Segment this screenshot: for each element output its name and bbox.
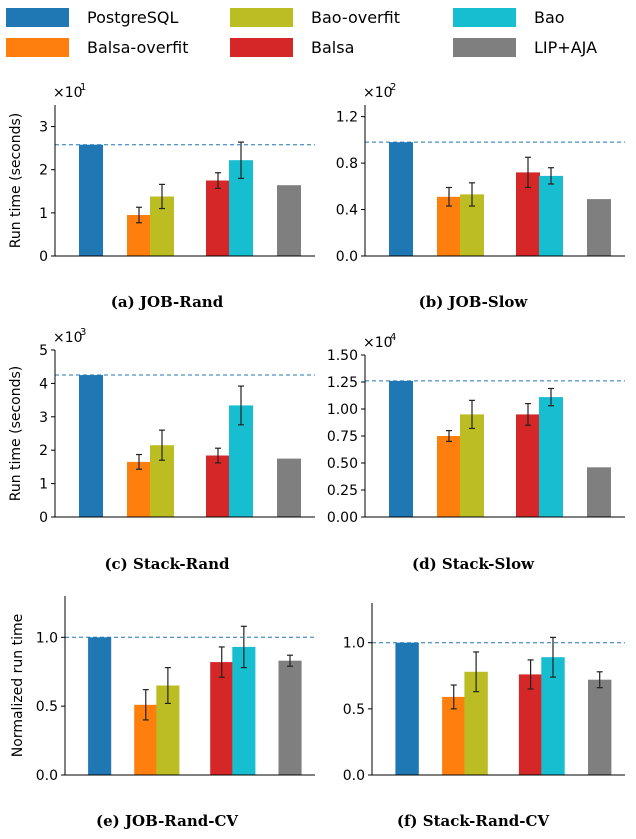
panel-6-ytick-label: 0.0 <box>343 768 365 784</box>
panel-5-ytick-label: 0.0 <box>36 768 58 784</box>
panel-6-bar-lip-aja <box>588 679 612 775</box>
panel-4-bar-bao <box>539 397 563 517</box>
panel-2-ytick-label: 1.2 <box>336 110 358 126</box>
panel-5-bar-balsa-overfit <box>134 704 158 775</box>
panel-6-ytick-label: 1.0 <box>343 636 365 652</box>
panel-2-bar-balsa-overfit <box>437 196 461 256</box>
panel-2-bar-postgresql <box>389 142 413 256</box>
panel-6-bar-balsa-overfit <box>442 696 466 775</box>
legend-swatch-lip-aja <box>453 37 516 57</box>
panel-4-bar-lip-aja <box>587 467 611 517</box>
panel-3-bar-balsa <box>206 455 230 517</box>
legend-label-balsa-overfit: Balsa-overfit <box>87 37 189 57</box>
legend-item-balsa-overfit: Balsa-overfit <box>6 36 188 58</box>
legend-swatch-postgresql <box>6 7 69 27</box>
panel-5-bar-bao-overfit <box>156 685 180 775</box>
legend-item-bao: Bao <box>453 6 565 28</box>
panel-1-ytick-label: 3 <box>39 120 48 136</box>
panel-4-ytick-label: 1.25 <box>327 375 358 391</box>
legend-item-bao-overfit: Bao-overfit <box>230 6 400 28</box>
panel-5-bar-postgresql <box>88 637 112 775</box>
panel-6-bar-bao <box>541 657 565 775</box>
panel-1-ytick-label: 2 <box>39 163 48 179</box>
panel-4-ytick-label: 0.00 <box>327 510 358 526</box>
caption-job-slow: (b) JOB-Slow <box>418 293 528 311</box>
legend-label-postgresql: PostgreSQL <box>87 7 179 27</box>
panel-6-bar-balsa <box>518 674 543 775</box>
panel-5-ylabel: Normalized run time <box>10 614 26 757</box>
panel-3-ytick-label: 2 <box>39 443 48 459</box>
legend-swatch-balsa <box>230 37 293 57</box>
panel-2-bar-bao <box>539 175 563 256</box>
legend-swatch-bao-overfit <box>230 7 293 27</box>
panel-1-ytick-label: 1 <box>39 206 48 222</box>
panel-4-ytick-label: 0.25 <box>327 483 358 499</box>
legend: PostgreSQL Bao-overfit Bao Balsa-overfit… <box>0 0 636 68</box>
panel-3-bar-postgresql <box>79 375 103 517</box>
legend-swatch-balsa-overfit <box>6 37 69 57</box>
panel-2-ytick-label: 0.4 <box>336 203 358 219</box>
panel-3-multiplier: ×10 <box>53 330 83 346</box>
panel-3-ytick-label: 3 <box>39 410 48 426</box>
panel-3-bar-lip-aja <box>277 458 301 517</box>
legend-item-postgresql: PostgreSQL <box>6 6 178 28</box>
panel-2-bar-lip-aja <box>587 199 611 256</box>
panel-4-ytick-label: 0.50 <box>327 456 358 472</box>
panel-5-bar-bao <box>232 646 256 775</box>
legend-label-bao-overfit: Bao-overfit <box>311 7 400 27</box>
panel-5-bar-balsa <box>210 662 234 775</box>
legend-swatch-bao <box>453 7 516 27</box>
caption-job-rand-cv: (e) JOB-Rand-CV <box>95 812 239 830</box>
panel-2-ytick-label: 0.8 <box>336 156 358 172</box>
caption-job-rand: (a) JOB-Rand <box>110 293 224 311</box>
panel-4-bar-postgresql <box>389 380 413 517</box>
panel-3-multiplier-exponent: 3 <box>80 327 86 338</box>
panel-5-ytick-label: 0.5 <box>36 699 58 715</box>
panel-4-multiplier: ×10 <box>363 335 393 351</box>
panel-3-ylabel: Run time (seconds) <box>8 366 24 502</box>
panel-4-ytick-label: 1.50 <box>327 348 358 364</box>
panel-3-ytick-label: 5 <box>39 343 48 359</box>
legend-label-lip-aja: LIP+AJA <box>534 37 598 57</box>
caption-stack-rand-cv: (f) Stack-Rand-CV <box>396 812 550 830</box>
panel-4-bar-bao-overfit <box>460 414 484 517</box>
panel-3-ytick-label: 0 <box>39 510 48 526</box>
panel-4-bar-balsa <box>516 414 540 517</box>
panel-4-multiplier-exponent: 4 <box>390 332 396 343</box>
panel-1-bar-lip-aja <box>277 185 301 256</box>
legend-item-lip-aja: LIP+AJA <box>453 36 597 58</box>
legend-label-bao: Bao <box>534 7 565 27</box>
panel-1-multiplier-exponent: 1 <box>80 82 86 93</box>
legend-item-balsa: Balsa <box>230 36 354 58</box>
panel-1-bar-postgresql <box>79 144 103 256</box>
panel-1-ytick-label: 0 <box>39 249 48 265</box>
panel-3-ytick-label: 4 <box>39 376 48 392</box>
panel-4-ytick-label: 1.00 <box>327 402 358 418</box>
panel-2-multiplier: ×10 <box>363 85 393 101</box>
panel-2-multiplier-exponent: 2 <box>390 82 396 93</box>
panel-5-bar-lip-aja <box>278 660 302 775</box>
caption-stack-rand: (c) Stack-Rand <box>104 555 230 573</box>
panel-4-ytick-label: 0.75 <box>327 429 358 445</box>
panel-3-ytick-label: 1 <box>39 477 48 493</box>
panel-1-bar-balsa <box>206 180 230 256</box>
panel-5-ytick-label: 1.0 <box>36 630 58 646</box>
panel-1-ylabel: Run time (seconds) <box>8 113 24 249</box>
panel-6-ytick-label: 0.5 <box>343 702 365 718</box>
caption-stack-slow: (d) Stack-Slow <box>412 555 534 573</box>
panel-6-bar-bao-overfit <box>464 671 488 775</box>
panel-2-ytick-label: 0.0 <box>336 249 358 265</box>
panel-3-bar-balsa-overfit <box>127 461 151 517</box>
panel-6-bar-postgresql <box>395 642 419 775</box>
panel-1-multiplier: ×10 <box>53 85 83 101</box>
legend-label-balsa: Balsa <box>311 37 355 57</box>
panel-4-bar-balsa-overfit <box>437 436 461 517</box>
